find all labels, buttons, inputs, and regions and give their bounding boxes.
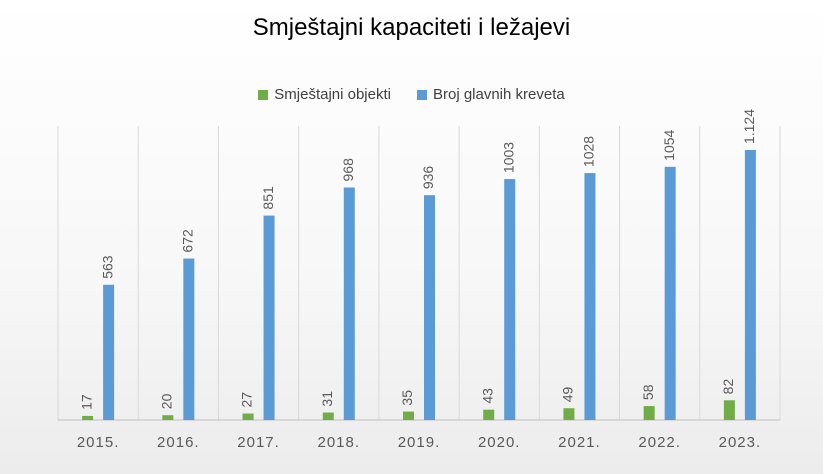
bar-beds: [744, 150, 756, 420]
data-label-objects: 35: [399, 390, 415, 406]
bar-objects: [563, 408, 575, 420]
bar-objects: [723, 400, 735, 420]
bar-beds: [263, 215, 275, 420]
data-label-objects: 20: [159, 393, 175, 409]
data-label-objects: 43: [479, 388, 495, 404]
chart-title: Smještajni kapaciteti i ležajevi: [252, 14, 571, 41]
x-tick-label: 2022.: [638, 434, 681, 451]
x-tick-label: 2018.: [318, 434, 361, 451]
bar-beds: [103, 284, 115, 420]
legend-item-beds: Broj glavnih kreveta: [416, 86, 565, 103]
x-tick-label: 2020.: [478, 434, 521, 451]
bar-objects: [483, 409, 495, 420]
data-label-beds: 1003: [500, 142, 516, 173]
legend-item-objects: Smještajni objekti: [258, 86, 391, 103]
data-label-objects: 49: [560, 386, 576, 402]
bar-beds: [504, 179, 516, 420]
x-tick-label: 2023.: [719, 434, 762, 451]
x-tick-label: 2015.: [77, 434, 120, 451]
data-label-beds: 1.124: [741, 109, 757, 144]
bar-beds: [664, 166, 676, 420]
bar-objects: [322, 412, 334, 420]
bar-beds: [584, 173, 596, 420]
data-label-beds: 851: [260, 186, 276, 210]
data-label-objects: 17: [78, 394, 94, 410]
data-label-beds: 968: [340, 158, 356, 182]
bar-objects: [162, 415, 174, 420]
data-label-beds: 936: [420, 166, 436, 190]
data-label-objects: 58: [640, 384, 656, 400]
data-label-beds: 672: [180, 229, 196, 253]
legend-label-objects: Smještajni objekti: [274, 86, 391, 103]
data-label-beds: 563: [99, 255, 115, 279]
bar-beds: [183, 258, 195, 420]
legend-swatch-objects: [258, 89, 269, 100]
legend-label-beds: Broj glavnih kreveta: [432, 86, 565, 103]
bar-objects: [643, 406, 655, 420]
data-label-beds: 1028: [581, 136, 597, 167]
bar-beds: [424, 195, 435, 420]
bar-objects: [82, 415, 94, 420]
bar-beds: [343, 187, 355, 420]
data-label-beds: 1054: [661, 129, 677, 160]
bar-objects: [242, 413, 254, 420]
data-label-objects: 27: [239, 392, 255, 408]
x-tick-label: 2017.: [237, 434, 280, 451]
x-tick-label: 2016.: [157, 434, 200, 451]
data-label-objects: 82: [720, 379, 736, 395]
data-label-objects: 31: [319, 391, 335, 407]
legend: Smještajni objekti Broj glavnih kreveta: [0, 86, 823, 103]
bar-objects: [403, 411, 414, 420]
x-tick-label: 2021.: [558, 434, 601, 451]
x-tick-label: 2019.: [398, 434, 441, 451]
legend-swatch-beds: [416, 89, 427, 100]
